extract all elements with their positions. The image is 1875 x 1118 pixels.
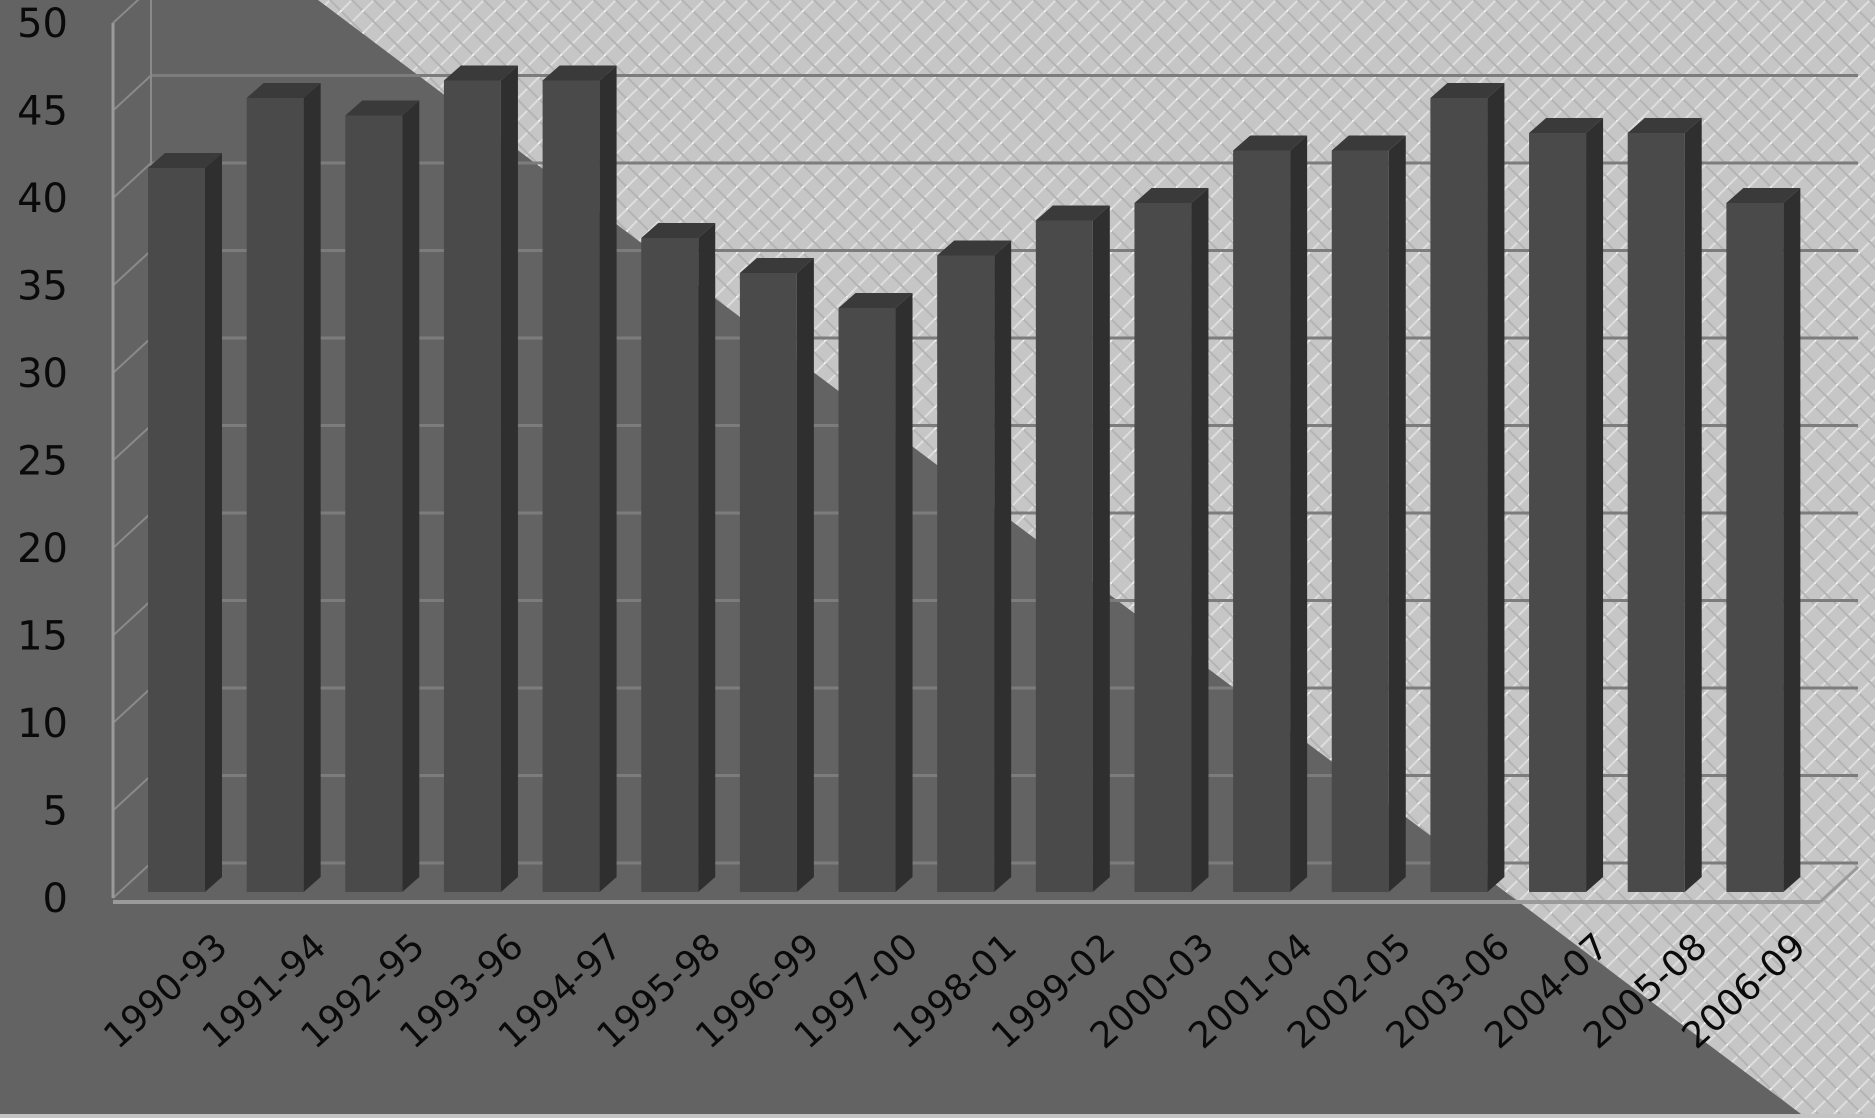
y-tick-label: 10 (17, 701, 68, 747)
y-tick-labels: 0 5 10 15 20 25 30 35 40 45 50 (17, 1, 68, 922)
bar-2001-04 (1233, 135, 1308, 892)
y-tick-label: 0 (43, 876, 68, 922)
bar-1998-01 (937, 240, 1012, 892)
bar-1996-99 (739, 258, 814, 892)
y-tick-label: 40 (17, 176, 68, 222)
y-tick-label: 35 (17, 264, 68, 310)
y-tick-label: 45 (17, 89, 68, 135)
bar-1994-97 (542, 65, 617, 892)
bar-1990-93 (148, 153, 222, 892)
bar-1991-94 (246, 83, 321, 892)
bar-2006-09 (1726, 188, 1801, 892)
bar-1993-96 (443, 65, 518, 892)
y-tick-label: 50 (17, 1, 68, 47)
bar-1992-95 (345, 100, 420, 892)
y-tick-label: 25 (17, 439, 68, 485)
y-tick-label: 15 (17, 614, 68, 660)
bar-1999-02 (1035, 205, 1110, 892)
bar-1997-00 (838, 293, 913, 892)
y-tick-label: 5 (43, 789, 68, 835)
bar-1995-98 (641, 223, 716, 892)
bar-2002-05 (1331, 135, 1406, 892)
bars (148, 65, 1801, 892)
bar-2000-03 (1134, 188, 1209, 892)
bar-2005-08 (1627, 118, 1702, 892)
bar-2004-07 (1529, 118, 1604, 892)
floor-right-edge (1818, 865, 1860, 904)
y-tick-label: 20 (17, 526, 68, 572)
gridline-50 (112, 0, 140, 24)
bar-2003-06 (1430, 83, 1505, 892)
y-tick-label: 30 (17, 351, 68, 397)
gridline-45 (112, 74, 1858, 112)
